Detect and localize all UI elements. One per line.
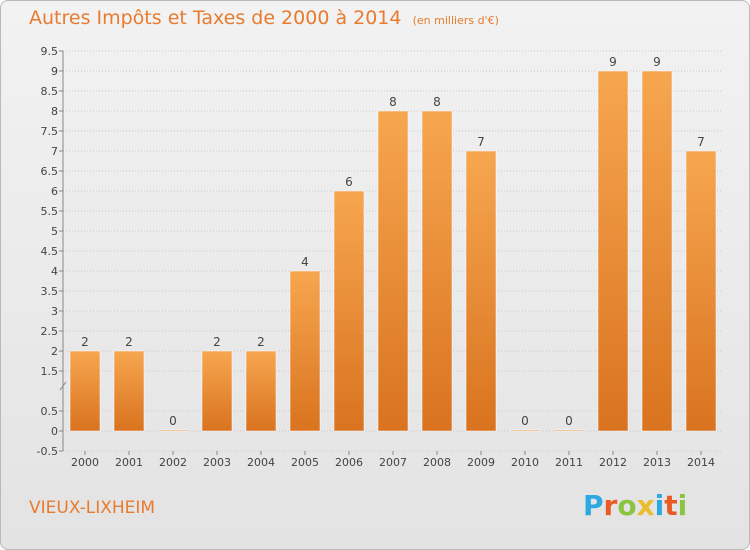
logo-letter: o bbox=[617, 489, 637, 522]
y-tick-label: 7.5 bbox=[41, 125, 59, 138]
bar[interactable] bbox=[421, 110, 453, 432]
data-label: 0 bbox=[521, 414, 529, 428]
logo-letter: t bbox=[664, 489, 678, 522]
bar[interactable] bbox=[641, 70, 673, 432]
y-tick-label: 2 bbox=[51, 345, 58, 358]
y-tick-label: 3 bbox=[51, 305, 58, 318]
x-tick-label: 2001 bbox=[115, 456, 143, 469]
data-label: 0 bbox=[169, 414, 177, 428]
y-tick-label: 8 bbox=[51, 105, 58, 118]
data-label: 8 bbox=[389, 95, 397, 109]
y-tick-label: 6 bbox=[51, 185, 58, 198]
y-tick-label: -0.5 bbox=[37, 445, 58, 458]
y-tick-label: 4.5 bbox=[41, 245, 59, 258]
bars bbox=[69, 70, 717, 432]
x-tick-label: 2011 bbox=[555, 456, 583, 469]
y-tick-label: 8.5 bbox=[41, 85, 59, 98]
bar[interactable] bbox=[465, 150, 497, 432]
y-tick-label: 1.5 bbox=[41, 365, 59, 378]
x-tick-label: 2006 bbox=[335, 456, 363, 469]
data-label: 9 bbox=[609, 55, 617, 69]
bar[interactable] bbox=[157, 429, 189, 432]
data-label: 0 bbox=[565, 414, 573, 428]
data-label: 4 bbox=[301, 255, 309, 269]
y-tick-labels: -0.5 0 0.5 1.5 2 2.5 3 3.5 4 4.5 5 5.5 6 6.5 7 7.5 8 8.5 9… bbox=[37, 45, 58, 458]
x-tick-label: 2014 bbox=[687, 456, 715, 469]
logo-letter: P bbox=[583, 489, 604, 522]
y-tick-label: 2.5 bbox=[41, 325, 59, 338]
bar[interactable] bbox=[245, 350, 277, 432]
y-tick-label: 9.5 bbox=[41, 45, 59, 58]
x-tick-label: 2004 bbox=[247, 456, 275, 469]
bar[interactable] bbox=[69, 350, 101, 432]
x-tick-label: 2002 bbox=[159, 456, 187, 469]
city-name: VIEUX-LIXHEIM bbox=[29, 498, 156, 518]
x-tick-label: 2000 bbox=[71, 456, 99, 469]
y-tick-label: 0 bbox=[51, 425, 58, 438]
logo-letter: i bbox=[677, 489, 688, 522]
y-tick-label: 7 bbox=[51, 145, 58, 158]
y-tick-label: 5 bbox=[51, 225, 58, 238]
x-tick-label: 2012 bbox=[599, 456, 627, 469]
bar[interactable] bbox=[113, 350, 145, 432]
logo-letter: i bbox=[654, 489, 665, 522]
logo-letter: r bbox=[603, 489, 618, 522]
x-tick-label: 2005 bbox=[291, 456, 319, 469]
data-label: 2 bbox=[213, 335, 221, 349]
y-tick-label: 5.5 bbox=[41, 205, 59, 218]
bar[interactable] bbox=[289, 270, 321, 432]
data-label: 2 bbox=[125, 335, 133, 349]
data-label: 7 bbox=[697, 135, 705, 149]
axes bbox=[59, 50, 702, 455]
x-tick-label: 2013 bbox=[643, 456, 671, 469]
y-tick-label: 9 bbox=[51, 65, 58, 78]
bar[interactable] bbox=[553, 429, 585, 432]
data-label: 7 bbox=[477, 135, 485, 149]
bar[interactable] bbox=[377, 110, 409, 432]
logo-letter: x bbox=[636, 489, 655, 522]
y-tick-label: 0.5 bbox=[41, 405, 59, 418]
data-label: 2 bbox=[257, 335, 265, 349]
bar[interactable] bbox=[509, 429, 541, 432]
y-tick-label: 4 bbox=[51, 265, 58, 278]
x-tick-labels: 2000 2001 2002 2003 2004 2005 2006 2007 2008 2009… bbox=[71, 456, 715, 469]
bar[interactable] bbox=[201, 350, 233, 432]
x-tick-label: 2003 bbox=[203, 456, 231, 469]
proxiti-logo[interactable]: Proxiti bbox=[583, 489, 687, 522]
x-tick-label: 2008 bbox=[423, 456, 451, 469]
chart-title-text: Autres Impôts et Taxes de 2000 à 2014 bbox=[29, 7, 402, 29]
data-label: 9 bbox=[653, 55, 661, 69]
chart-title: Autres Impôts et Taxes de 2000 à 2014 (e… bbox=[29, 7, 499, 29]
data-label: 2 bbox=[81, 335, 89, 349]
bar[interactable] bbox=[597, 70, 629, 432]
x-tick-label: 2007 bbox=[379, 456, 407, 469]
chart-unit: (en milliers d'€) bbox=[412, 14, 499, 27]
y-tick-label: 6.5 bbox=[41, 165, 59, 178]
data-label: 8 bbox=[433, 95, 441, 109]
x-tick-label: 2009 bbox=[467, 456, 495, 469]
x-tick-label: 2010 bbox=[511, 456, 539, 469]
data-labels: 2 2 0 2 2 4 6 8 8 7 0 0 9 9 7 bbox=[81, 55, 705, 428]
y-tick-label: 3.5 bbox=[41, 285, 59, 298]
axis-break-mark bbox=[59, 381, 67, 391]
data-label: 6 bbox=[345, 175, 353, 189]
bar[interactable] bbox=[333, 190, 365, 432]
bar[interactable] bbox=[685, 150, 717, 432]
